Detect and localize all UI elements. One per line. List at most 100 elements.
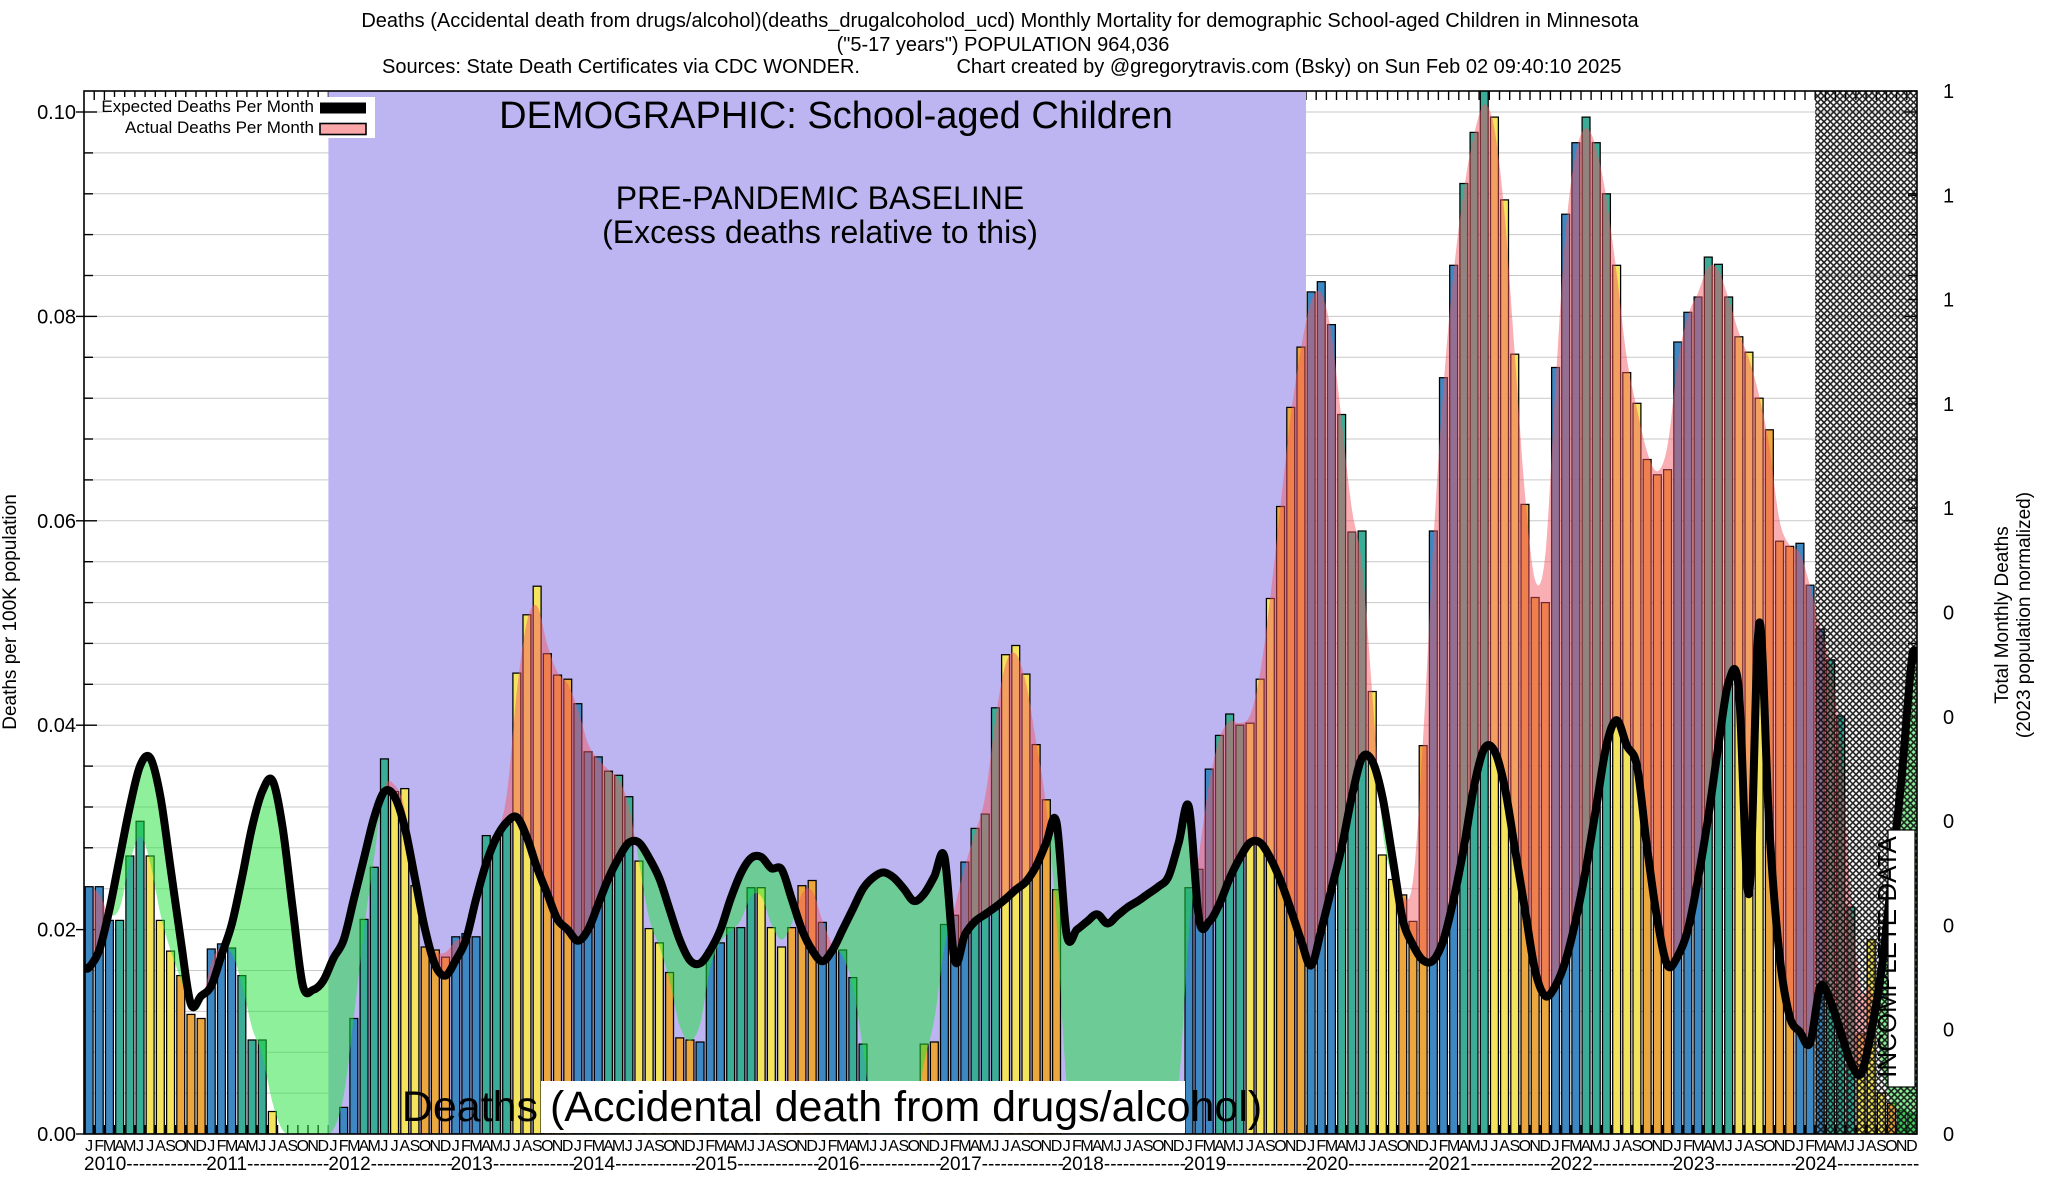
svg-text:2017-------------: 2017------------- <box>939 1154 1064 1175</box>
svg-text:2015-------------: 2015------------- <box>695 1154 820 1175</box>
svg-text:J: J <box>1236 1138 1244 1155</box>
svg-text:A: A <box>1621 1138 1632 1155</box>
svg-text:N: N <box>1163 1138 1175 1155</box>
svg-text:J: J <box>991 1138 999 1155</box>
svg-text:A: A <box>399 1138 410 1155</box>
svg-text:J: J <box>1002 1138 1010 1155</box>
svg-text:1: 1 <box>1943 394 1954 416</box>
svg-text:D: D <box>1662 1138 1674 1155</box>
svg-text:O: O <box>419 1138 431 1155</box>
svg-text:J: J <box>869 1138 877 1155</box>
svg-text:Expected Deaths Per Month: Expected Deaths Per Month <box>101 97 314 116</box>
svg-text:2019-------------: 2019------------- <box>1184 1154 1309 1175</box>
svg-text:J: J <box>452 1138 460 1155</box>
svg-text:S: S <box>1754 1138 1765 1155</box>
svg-text:M: M <box>245 1138 258 1155</box>
svg-text:Sources: State Death Certifica: Sources: State Death Certificates via CD… <box>382 56 860 78</box>
svg-text:S: S <box>898 1138 909 1155</box>
svg-text:D: D <box>1540 1138 1552 1155</box>
svg-text:N: N <box>1407 1138 1419 1155</box>
svg-text:S: S <box>776 1138 787 1155</box>
svg-text:D: D <box>684 1138 696 1155</box>
svg-text:D: D <box>1295 1138 1307 1155</box>
svg-text:N: N <box>674 1138 686 1155</box>
svg-text:J: J <box>380 1138 388 1155</box>
svg-text:S: S <box>1509 1138 1520 1155</box>
svg-text:0.04: 0.04 <box>37 715 76 737</box>
svg-text:J: J <box>635 1138 643 1155</box>
svg-text:J: J <box>1552 1138 1560 1155</box>
svg-text:J: J <box>879 1138 887 1155</box>
svg-text:M: M <box>592 1138 605 1155</box>
svg-text:A: A <box>1825 1138 1836 1155</box>
svg-text:0: 0 <box>1943 707 1954 729</box>
svg-text:S: S <box>532 1138 543 1155</box>
svg-text:F: F <box>461 1138 471 1155</box>
svg-text:0: 0 <box>1943 811 1954 833</box>
svg-text:INCOMPLETE DATA: INCOMPLETE DATA <box>1872 835 1902 1077</box>
svg-text:A: A <box>1581 1138 1592 1155</box>
svg-text:N: N <box>1652 1138 1664 1155</box>
svg-text:S: S <box>1143 1138 1154 1155</box>
svg-text:N: N <box>430 1138 442 1155</box>
svg-text:N: N <box>1529 1138 1541 1155</box>
svg-text:J: J <box>1114 1138 1122 1155</box>
svg-text:O: O <box>541 1138 553 1155</box>
svg-text:0: 0 <box>1943 1020 1954 1042</box>
svg-text:J: J <box>1725 1138 1733 1155</box>
svg-text:A: A <box>1703 1138 1714 1155</box>
svg-text:J: J <box>1358 1138 1366 1155</box>
svg-text:PRE-PANDEMIC BASELINE: PRE-PANDEMIC BASELINE <box>616 180 1024 216</box>
svg-text:N: N <box>307 1138 319 1155</box>
svg-text:D: D <box>1417 1138 1429 1155</box>
svg-text:0.10: 0.10 <box>37 102 76 124</box>
svg-text:D: D <box>195 1138 207 1155</box>
svg-text:J: J <box>503 1138 511 1155</box>
svg-text:M: M <box>469 1138 482 1155</box>
svg-text:M: M <box>123 1138 136 1155</box>
svg-text:A: A <box>1010 1138 1021 1155</box>
svg-text:M: M <box>490 1138 503 1155</box>
svg-text:2022-------------: 2022------------- <box>1550 1154 1675 1175</box>
svg-text:O: O <box>1274 1138 1286 1155</box>
svg-text:2011-------------: 2011------------- <box>206 1154 329 1175</box>
svg-text:O: O <box>297 1138 309 1155</box>
svg-text:A: A <box>725 1138 736 1155</box>
svg-text:M: M <box>958 1138 971 1155</box>
svg-text:J: J <box>146 1138 154 1155</box>
svg-text:2018-------------: 2018------------- <box>1062 1154 1187 1175</box>
svg-text:D: D <box>1051 1138 1063 1155</box>
svg-text:F: F <box>1805 1138 1815 1155</box>
svg-text:M: M <box>1691 1138 1704 1155</box>
svg-text:D: D <box>1906 1138 1918 1155</box>
svg-text:M: M <box>1203 1138 1216 1155</box>
svg-text:M: M <box>612 1138 625 1155</box>
svg-text:J: J <box>207 1138 215 1155</box>
svg-text:2020-------------: 2020------------- <box>1306 1154 1431 1175</box>
svg-text:J: J <box>1602 1138 1610 1155</box>
svg-text:0.08: 0.08 <box>37 306 76 328</box>
svg-text:A: A <box>114 1138 125 1155</box>
svg-text:O: O <box>785 1138 797 1155</box>
svg-text:2016-------------: 2016------------- <box>817 1154 942 1175</box>
svg-text:F: F <box>1439 1138 1449 1155</box>
svg-text:D: D <box>562 1138 574 1155</box>
svg-text:A: A <box>970 1138 981 1155</box>
svg-text:Total Monthly Deaths: Total Monthly Deaths <box>1992 526 2013 703</box>
svg-text:M: M <box>225 1138 238 1155</box>
svg-text:J: J <box>391 1138 399 1155</box>
svg-text:J: J <box>1063 1138 1071 1155</box>
svg-text:M: M <box>714 1138 727 1155</box>
svg-text:A: A <box>644 1138 655 1155</box>
svg-text:J: J <box>1847 1138 1855 1155</box>
svg-text:J: J <box>574 1138 582 1155</box>
svg-text:N: N <box>1285 1138 1297 1155</box>
svg-text:J: J <box>1429 1138 1437 1155</box>
svg-text:O: O <box>1396 1138 1408 1155</box>
svg-text:J: J <box>85 1138 93 1155</box>
svg-text:DEMOGRAPHIC: School-aged Child: DEMOGRAPHIC: School-aged Children <box>499 95 1173 137</box>
svg-text:M: M <box>347 1138 360 1155</box>
svg-text:N: N <box>1041 1138 1053 1155</box>
svg-text:A: A <box>1377 1138 1388 1155</box>
svg-text:O: O <box>1885 1138 1897 1155</box>
